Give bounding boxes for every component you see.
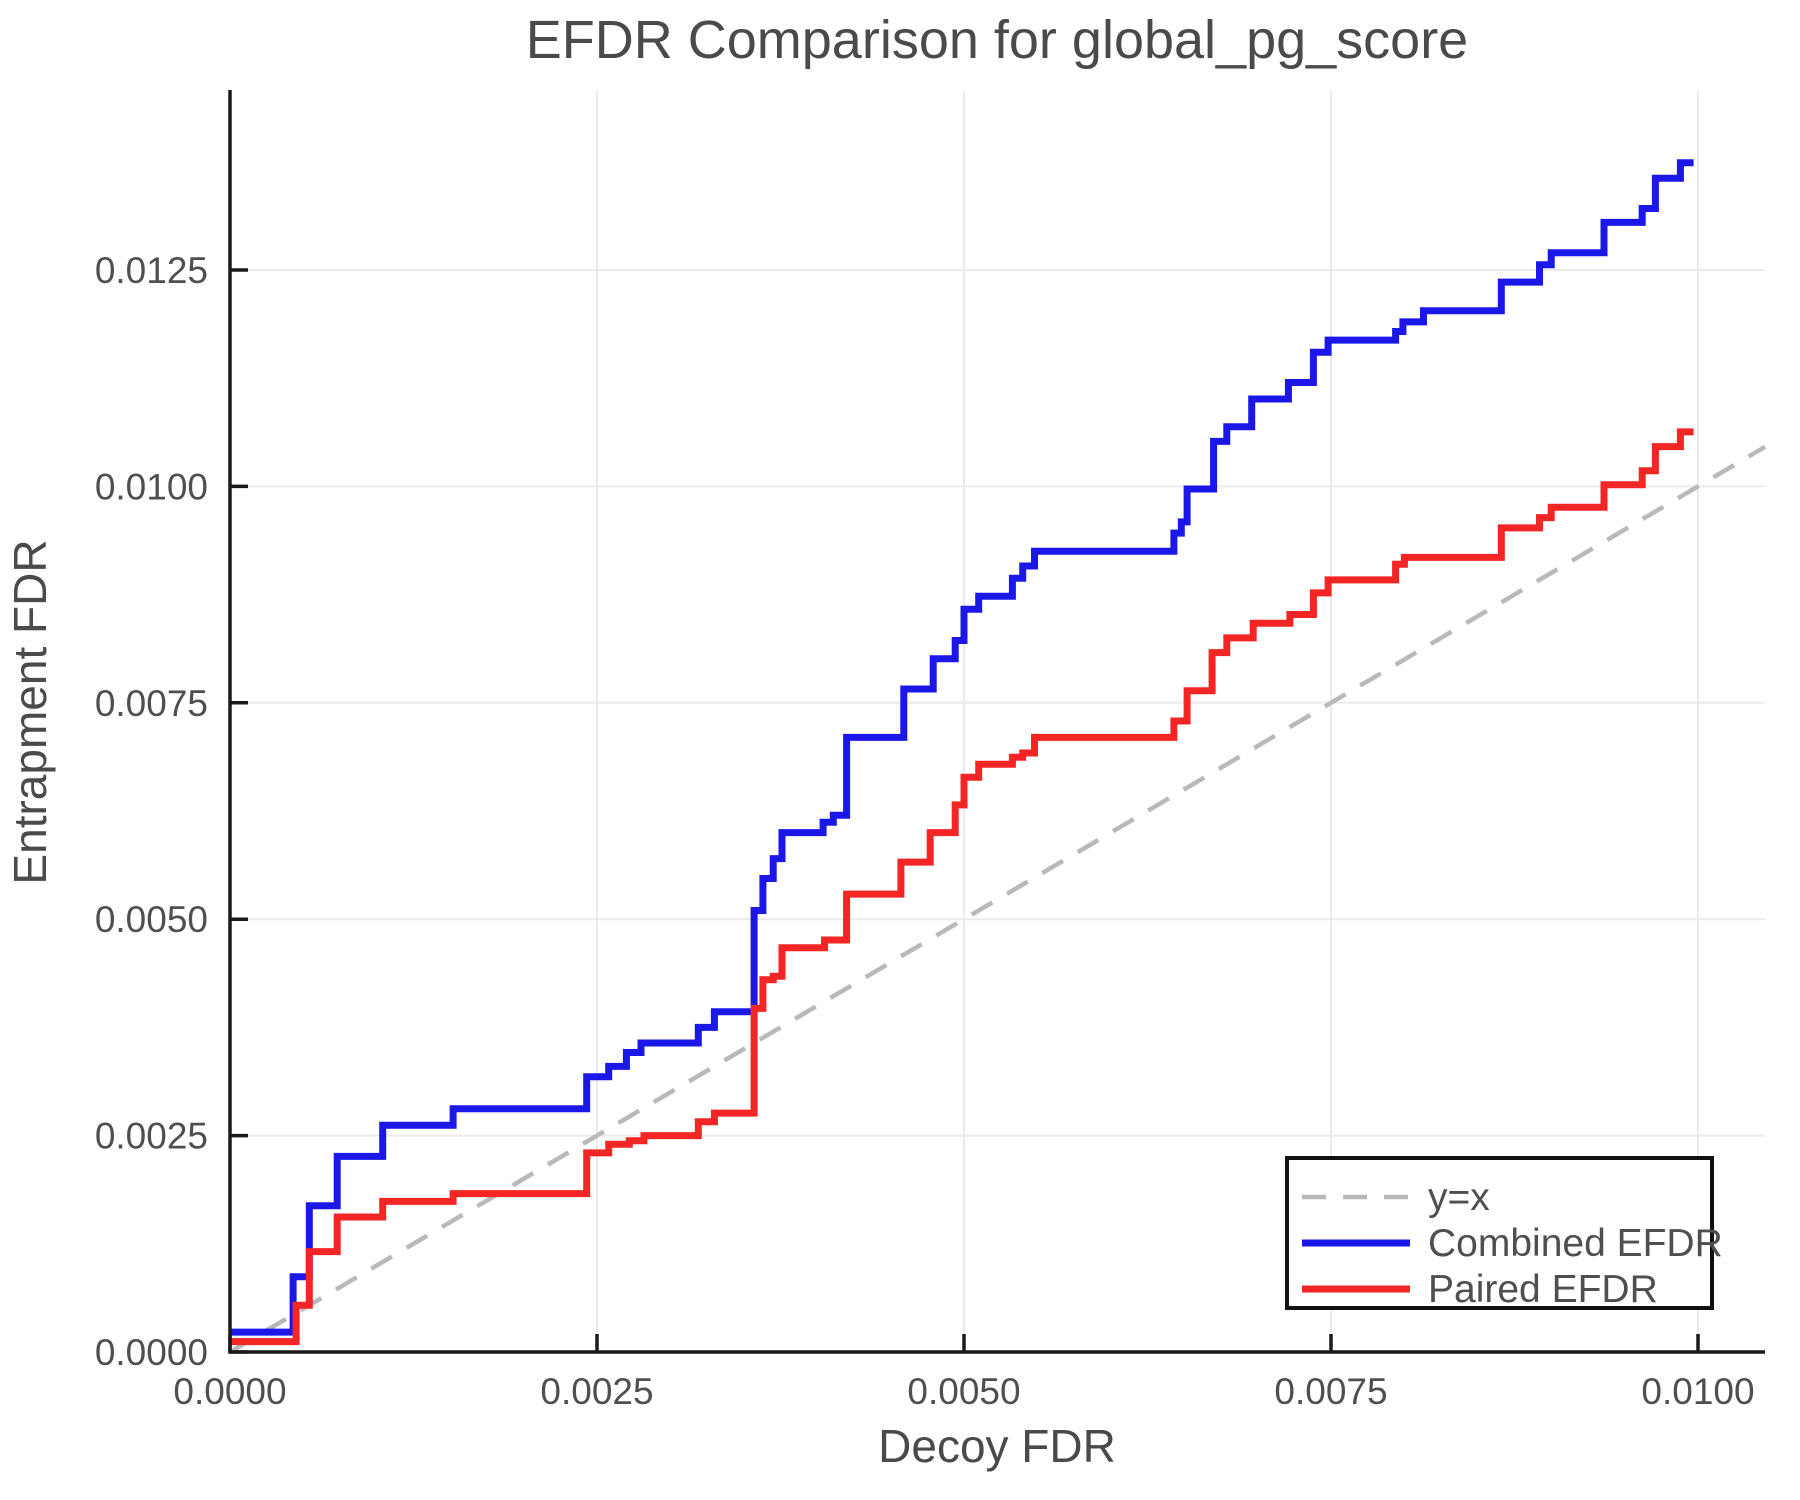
x-tick-label: 0.0100 [1641, 1371, 1754, 1412]
x-tick-label: 0.0000 [173, 1371, 286, 1412]
paired-efdr-line [230, 428, 1694, 1346]
y-axis-label: Entrapment FDR [4, 539, 56, 884]
y-tick-label: 0.0125 [95, 250, 208, 291]
y-tick-label: 0.0075 [95, 683, 208, 724]
identity-line [228, 444, 1767, 1354]
y-tick-label: 0.0025 [95, 1116, 208, 1157]
y-tick-label: 0.0100 [95, 466, 208, 507]
legend-label: Paired EFDR [1428, 1268, 1658, 1311]
axis-layer: 0.0000 0.0025 0.0050 0.0075 0.0100 0.0000 0.00… [95, 90, 1765, 1412]
legend-box [1285, 1156, 1714, 1310]
x-tick-label: 0.0025 [540, 1371, 653, 1412]
x-axis-label: Decoy FDR [878, 1420, 1116, 1472]
series-layer [228, 159, 1767, 1354]
y-tick-label: 0.0050 [95, 899, 208, 940]
legend-label: Combined EFDR [1428, 1222, 1723, 1265]
y-tick-label: 0.0000 [95, 1332, 208, 1373]
x-tick-label: 0.0050 [907, 1371, 1020, 1412]
combined-efdr-line [230, 159, 1694, 1336]
chart-title: EFDR Comparison for global_pg_score [526, 10, 1468, 70]
grid-layer [230, 90, 1765, 1352]
x-tick-label: 0.0075 [1274, 1371, 1387, 1412]
legend-label: y=x [1428, 1176, 1490, 1219]
